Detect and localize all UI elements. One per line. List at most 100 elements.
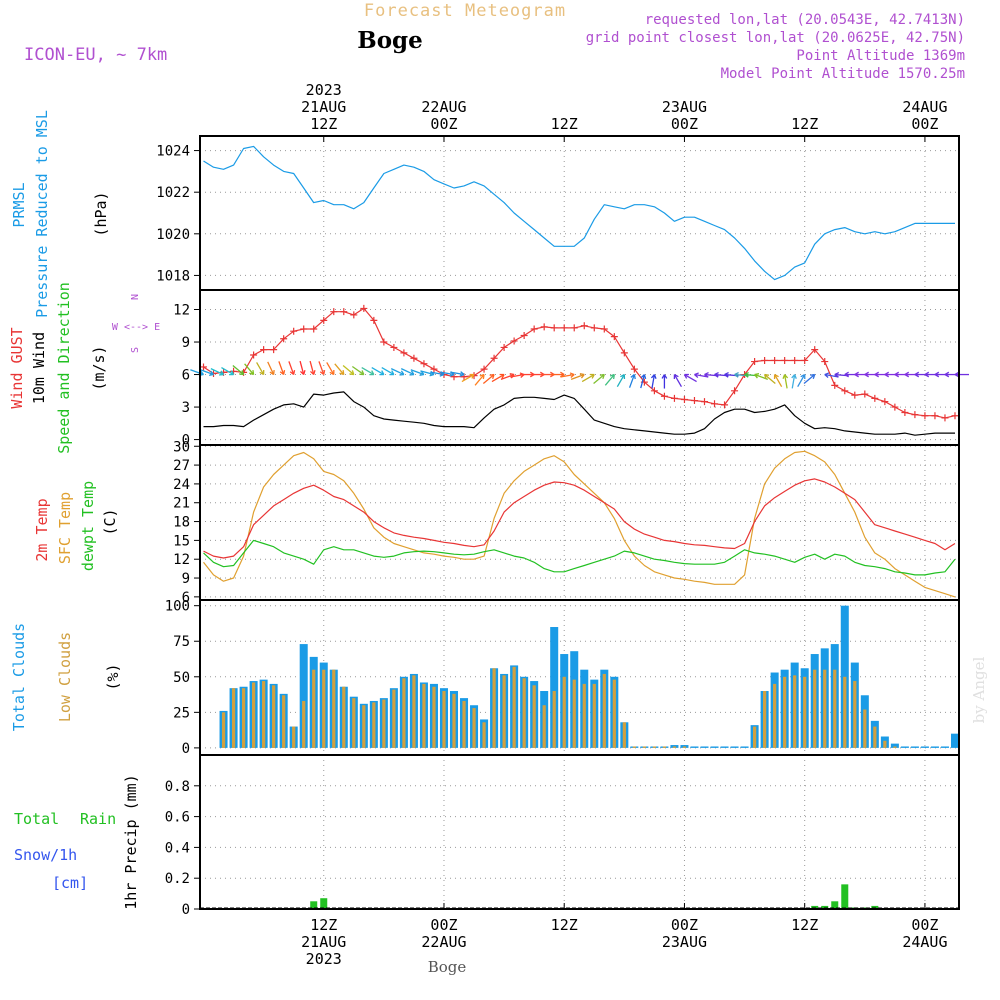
wind-arrow-head <box>630 374 636 380</box>
total-cloud-bar <box>730 746 739 748</box>
wind-arrow-head <box>469 373 475 379</box>
rain-label: Rain <box>80 810 116 828</box>
total-cloud-bar <box>299 644 308 748</box>
low-cloud-bar <box>873 726 877 748</box>
wind-arrow <box>200 369 214 376</box>
wind-arrow-head <box>864 371 870 378</box>
wind-arrow <box>299 360 305 375</box>
wind-arrow-head <box>724 371 729 378</box>
wind-arrow <box>256 362 265 375</box>
y-tick-label: 100 <box>165 599 190 615</box>
gust-marker <box>530 325 538 333</box>
gust-marker <box>500 343 508 351</box>
low-cloud-bar <box>322 669 326 748</box>
wind-arrow-head <box>409 370 415 376</box>
gust-marker <box>390 343 398 351</box>
bottom-time-label: 21AUG <box>301 933 346 951</box>
gust-marker <box>791 356 799 364</box>
wind-arrow <box>628 374 635 388</box>
low-cloud-bar <box>622 722 626 748</box>
low-cloud-bar <box>562 676 566 748</box>
low-cloud-bar <box>552 691 556 748</box>
wind-arrow-head <box>714 371 719 378</box>
gust-marker <box>350 311 358 319</box>
clouds-unit-label: (%) <box>104 663 122 690</box>
gust-marker <box>941 414 949 422</box>
wind-arrow-head <box>773 373 779 380</box>
compass-n-label: N <box>130 294 141 300</box>
low-cloud-bar <box>292 726 296 748</box>
y-tick-label: 6 <box>182 590 190 606</box>
top-time-label: 2023 <box>306 81 342 99</box>
gust-marker <box>761 356 769 364</box>
low-cloud-bar <box>262 681 266 748</box>
gust-marker <box>781 356 789 364</box>
low-cloud-bar <box>853 681 857 748</box>
y-tick-label: 1020 <box>156 227 190 243</box>
temp-2m-label: 2m Temp <box>33 498 51 561</box>
gust-marker <box>670 394 678 402</box>
wind-arrow <box>371 366 385 376</box>
wind-arrow <box>616 374 625 387</box>
wind-arrow <box>381 366 395 376</box>
pressure-line <box>203 145 955 281</box>
gust-marker <box>280 335 288 343</box>
total-cloud-bar <box>720 746 729 748</box>
wind-unit-label: (m/s) <box>90 345 108 390</box>
wind-arrow <box>764 374 776 385</box>
wind-arrow-head <box>924 371 930 378</box>
temp-2m-line <box>203 478 956 559</box>
panel-frame <box>199 444 960 601</box>
wind-arrow-head <box>854 371 859 378</box>
wind-arrow-head <box>782 374 789 379</box>
top-time-label: 24AUG <box>902 98 947 116</box>
low-cloud-bar <box>642 746 646 748</box>
wind-arrow <box>774 374 783 387</box>
low-cloud-bar <box>863 709 867 748</box>
low-cloud-bar <box>382 699 386 748</box>
y-tick-label: 15 <box>173 533 190 549</box>
total-cloud-bar <box>840 605 849 748</box>
wind-arrow <box>684 373 697 383</box>
wind-arrow <box>450 371 465 376</box>
wind-arrow-head <box>810 373 816 380</box>
gust-marker <box>410 354 418 362</box>
low-cloud-bar <box>823 669 827 748</box>
wind-arrow <box>430 371 445 376</box>
wind-arrow <box>440 371 455 376</box>
wind-arrow-head <box>744 371 749 378</box>
gust-marker <box>861 390 869 398</box>
total-cloud-bar <box>710 746 719 748</box>
wind-gust-label: Wind GUST <box>8 327 26 408</box>
total-cloud-bar <box>950 733 959 748</box>
low-cloud-bar <box>432 686 436 748</box>
gust-marker <box>831 381 839 389</box>
total-cloud-bar <box>550 627 559 748</box>
wind-arrow-head <box>269 370 275 376</box>
gust-marker <box>270 346 278 354</box>
gust-marker <box>510 337 518 345</box>
y-tick-label: 25 <box>173 705 190 721</box>
low-cloud-bar <box>813 669 817 748</box>
gust-marker <box>811 346 819 354</box>
wind-arrow-head <box>904 371 910 378</box>
wind-arrow-head <box>389 370 395 376</box>
wind-arrow <box>474 374 485 386</box>
wind-arrow <box>651 374 656 389</box>
wind-arrow-head <box>834 371 840 378</box>
wind-arrow-head <box>934 371 940 378</box>
low-cloud-bar <box>482 722 486 748</box>
prmsl-label: PRMSL <box>10 182 28 227</box>
low-cloud-bar <box>532 685 536 748</box>
gust-marker <box>821 358 829 366</box>
y-tick-label: 6 <box>182 368 190 384</box>
gust-marker <box>680 395 688 403</box>
low-cloud-bar <box>592 683 596 748</box>
wind-arrow <box>334 363 345 375</box>
total-cloud-bar <box>900 746 909 748</box>
gust-marker <box>690 397 698 405</box>
wind-arrow <box>267 361 275 375</box>
grid-point-coords: grid point closest lon,lat (20.0625E, 42… <box>586 30 965 46</box>
low-cloud-bar <box>542 705 546 748</box>
low-cloud-bar <box>492 668 496 748</box>
